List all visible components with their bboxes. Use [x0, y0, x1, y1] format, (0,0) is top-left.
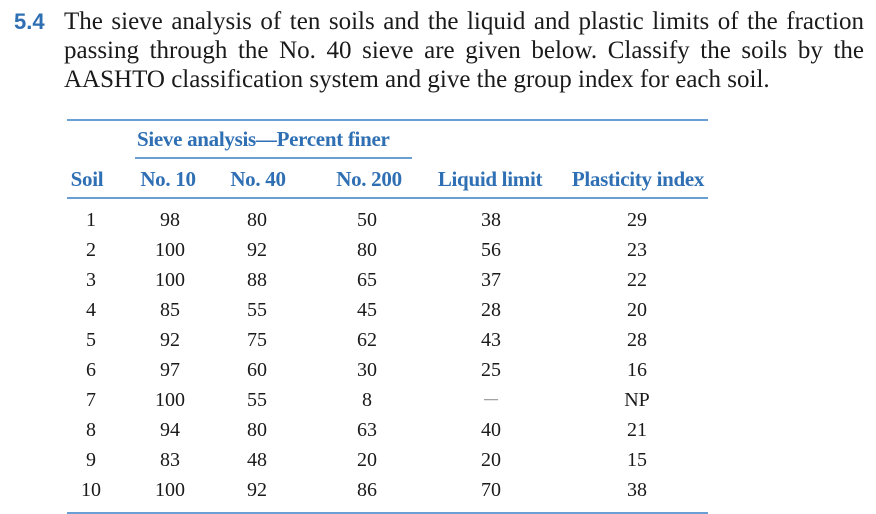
problem-text: The sieve analysis of ten soils and the … — [64, 8, 864, 93]
table-row: 8 94 80 63 40 21 — [67, 415, 708, 445]
cell-soil: 1 — [86, 209, 96, 231]
cell-plasticity-index: 16 — [627, 359, 647, 381]
table-body: 1 98 80 50 38 29 2 100 92 80 56 23 3 100 88 65 37 22 4 85 55… — [67, 205, 708, 505]
sieve-caption-rule — [135, 157, 412, 159]
cell-no200: 86 — [357, 479, 377, 501]
cell-plasticity-index: 22 — [627, 269, 647, 291]
cell-plasticity-index: NP — [624, 389, 650, 411]
cell-no200: 62 — [357, 329, 377, 351]
cell-soil: 5 — [86, 329, 96, 351]
cell-liquid-limit: 43 — [481, 329, 501, 351]
cell-soil: 2 — [86, 239, 96, 261]
cell-plasticity-index: 28 — [627, 329, 647, 351]
sieve-analysis-caption: Sieve analysis—Percent finer — [137, 127, 390, 151]
header-liquid-limit: Liquid limit — [437, 167, 543, 191]
cell-soil: 8 — [86, 419, 96, 441]
cell-no10: 100 — [155, 239, 185, 261]
cell-no200: 63 — [357, 419, 377, 441]
cell-soil: 10 — [81, 479, 101, 501]
table-row: 10 100 92 86 70 38 — [67, 475, 708, 505]
cell-plasticity-index: 15 — [627, 449, 647, 471]
cell-soil: 6 — [86, 359, 96, 381]
cell-no10: 100 — [155, 269, 185, 291]
cell-no10: 98 — [160, 209, 180, 231]
cell-plasticity-index: 21 — [627, 419, 647, 441]
cell-liquid-limit: 25 — [481, 359, 501, 381]
cell-no40: 92 — [247, 239, 267, 261]
cell-no40: 60 — [247, 359, 267, 381]
cell-no10: 85 — [160, 299, 180, 321]
table-row: 2 100 92 80 56 23 — [67, 235, 708, 265]
cell-soil: 4 — [86, 299, 96, 321]
problem-number: 5.4 — [14, 9, 45, 34]
cell-liquid-limit: 40 — [481, 419, 501, 441]
cell-liquid-limit: 38 — [481, 209, 501, 231]
cell-soil: 3 — [86, 269, 96, 291]
cell-no40: 55 — [247, 299, 267, 321]
cell-liquid-limit: 56 — [481, 239, 501, 261]
cell-liquid-limit: — — [484, 392, 498, 407]
table-header-rule — [67, 197, 708, 199]
cell-no10: 97 — [160, 359, 180, 381]
cell-soil: 9 — [86, 449, 96, 471]
header-no40: No. 40 — [230, 167, 286, 191]
cell-plasticity-index: 38 — [627, 479, 647, 501]
cell-no200: 80 — [357, 239, 377, 261]
cell-no40: 75 — [247, 329, 267, 351]
cell-no200: 45 — [357, 299, 377, 321]
header-soil: Soil — [70, 167, 104, 191]
header-plasticity-index: Plasticity index — [571, 167, 705, 191]
table-row: 4 85 55 45 28 20 — [67, 295, 708, 325]
cell-plasticity-index: 20 — [627, 299, 647, 321]
cell-no10: 92 — [160, 329, 180, 351]
cell-no10: 100 — [155, 479, 185, 501]
header-no10: No. 10 — [140, 167, 196, 191]
cell-no200: 50 — [357, 209, 377, 231]
cell-no40: 92 — [247, 479, 267, 501]
cell-plasticity-index: 23 — [627, 239, 647, 261]
cell-no200: 65 — [357, 269, 377, 291]
cell-soil: 7 — [86, 389, 96, 411]
table-row: 7 100 55 8 — NP — [67, 385, 708, 415]
table-row: 5 92 75 62 43 28 — [67, 325, 708, 355]
cell-no10: 100 — [155, 389, 185, 411]
table-row: 1 98 80 50 38 29 — [67, 205, 708, 235]
cell-liquid-limit: 20 — [481, 449, 501, 471]
table-row: 9 83 48 20 20 15 — [67, 445, 708, 475]
cell-liquid-limit: 70 — [481, 479, 501, 501]
cell-liquid-limit: 28 — [481, 299, 501, 321]
table-bottom-rule — [67, 512, 708, 514]
cell-no200: 8 — [362, 389, 372, 411]
table-row: 6 97 60 30 25 16 — [67, 355, 708, 385]
cell-no40: 55 — [247, 389, 267, 411]
cell-no200: 20 — [357, 449, 377, 471]
cell-plasticity-index: 29 — [627, 209, 647, 231]
table-row: 3 100 88 65 37 22 — [67, 265, 708, 295]
cell-no40: 80 — [247, 419, 267, 441]
cell-no200: 30 — [357, 359, 377, 381]
table-top-rule — [67, 119, 708, 121]
cell-liquid-limit: 37 — [481, 269, 501, 291]
header-no200: No. 200 — [336, 167, 402, 191]
cell-no40: 88 — [247, 269, 267, 291]
cell-no10: 83 — [160, 449, 180, 471]
cell-no40: 80 — [247, 209, 267, 231]
cell-no10: 94 — [160, 419, 180, 441]
cell-no40: 48 — [247, 449, 267, 471]
